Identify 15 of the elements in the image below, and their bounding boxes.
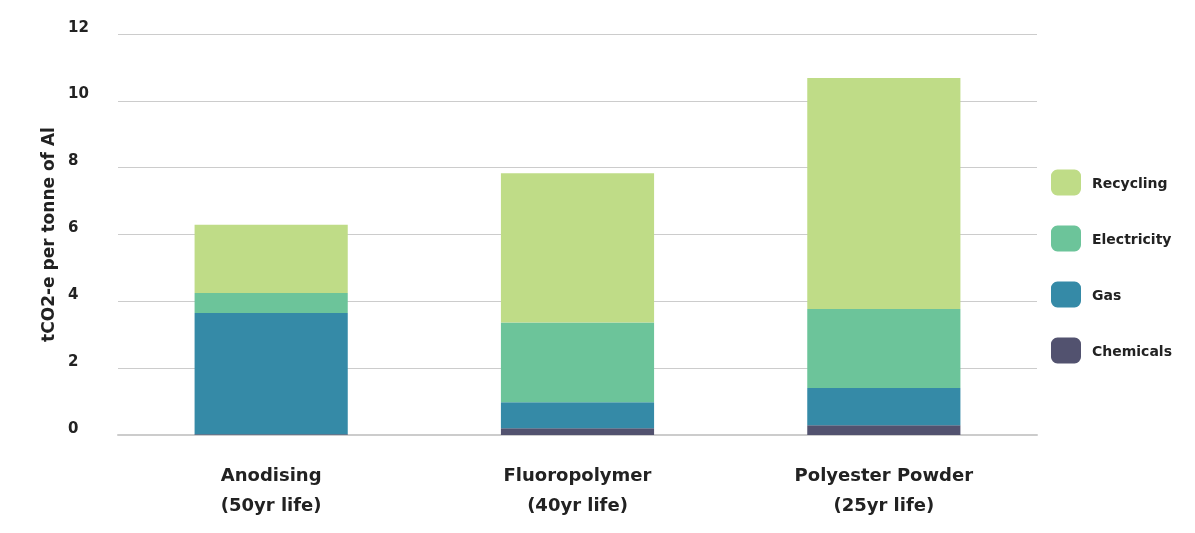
y-axis-title: tCO2-e per tonne of Al [37, 127, 58, 342]
legend-label: Electricity [1092, 230, 1172, 247]
y-tick-label: 2 [68, 351, 79, 370]
legend-label: Recycling [1092, 174, 1168, 191]
x-tick-label: Polyester Powder (25yr life) [794, 463, 974, 515]
legend-label: Chemicals [1092, 342, 1173, 359]
y-tick-label: 4 [68, 284, 79, 303]
y-tick-label: 10 [68, 84, 89, 103]
y-tick-label: 8 [68, 151, 79, 170]
legend-label: Gas [1092, 286, 1122, 303]
x-tick-label: Anodising (50yr life) [220, 463, 322, 515]
y-tick-label: 6 [68, 218, 79, 236]
x-tick-label: Fluoropolymer (40yr life) [503, 463, 652, 515]
y-tick-label: 12 [68, 17, 89, 36]
y-tick-label: 0 [68, 418, 79, 437]
